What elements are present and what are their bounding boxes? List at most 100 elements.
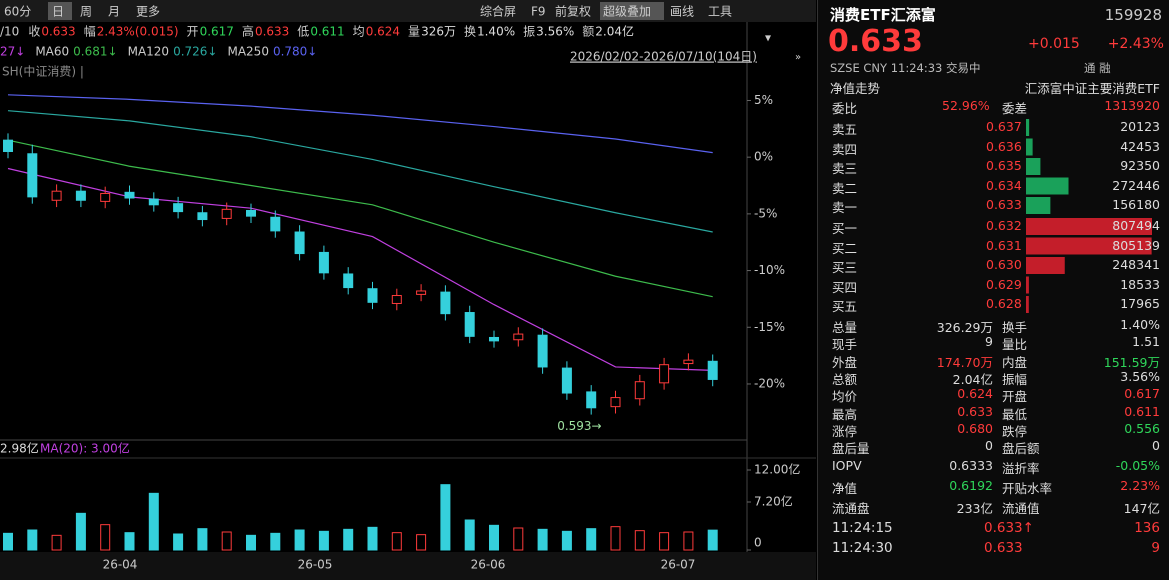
stat-value: 0.6333: [949, 458, 993, 473]
book-price: 0.635: [986, 158, 1022, 173]
y-tick-label: -20%: [754, 376, 785, 390]
y-tick-label: 0%: [754, 150, 773, 164]
tool-button[interactable]: 工具: [708, 5, 732, 19]
stat-label: 总量: [832, 320, 858, 335]
ma-line: [7, 167, 713, 371]
book-price: 0.636: [986, 138, 1022, 154]
volume-bar: [391, 532, 402, 551]
stat-value: 1.40%: [1120, 317, 1160, 332]
volume-bar: [610, 526, 621, 551]
stat-label: 盘后量: [832, 441, 870, 457]
candle-body: [586, 391, 597, 409]
candle-body: [440, 291, 451, 315]
stat-label: 最低: [1002, 406, 1028, 422]
stat-value: 0: [985, 438, 993, 454]
diff-label: 委差: [1002, 101, 1028, 116]
volume-bar: [634, 530, 645, 551]
stat-label: 跌停: [1002, 423, 1028, 439]
period-tab[interactable]: 月: [108, 5, 120, 19]
stat-label: 外盘: [832, 354, 858, 370]
tool-button[interactable]: 前复权: [555, 4, 591, 19]
volume-bar: [270, 532, 281, 551]
x-tick-label: 26-04: [103, 558, 138, 572]
stat-label: 现手: [832, 337, 858, 353]
book-bar: [1026, 138, 1033, 156]
book-price: 0.629: [986, 276, 1022, 292]
volume-bar: [3, 532, 13, 551]
candle-body: [683, 359, 694, 365]
candle-body: [513, 333, 524, 341]
date-range[interactable]: 2026/02/02-2026/07/10(104日): [570, 50, 757, 64]
book-price: 0.637: [986, 119, 1022, 134]
book-price: 0.628: [986, 296, 1022, 311]
book-volume: 92350: [1120, 158, 1160, 173]
tool-active: [600, 2, 664, 20]
volume-legend: MA(20): 3.00亿: [40, 441, 130, 456]
book-label: 卖一: [832, 200, 858, 215]
quote-label: 开: [187, 25, 199, 39]
quote-value: 326万: [421, 25, 456, 39]
period-tab[interactable]: 日: [52, 5, 64, 19]
candle-body: [246, 209, 256, 217]
period-tab[interactable]: 60分: [4, 5, 31, 19]
candle-body: [75, 190, 86, 201]
icon: »: [795, 52, 801, 63]
period-tab[interactable]: 周: [80, 5, 92, 19]
quote-label: 收: [28, 25, 40, 39]
y-tick-label: 7.20亿: [754, 494, 793, 509]
quote-panel: 消费ETF汇添富 159928 0.633 +0.015 +2.43% SZSE CNY …: [817, 0, 1169, 580]
tool-button[interactable]: 画线: [670, 5, 694, 19]
volume-bar: [367, 526, 378, 551]
last-price: 0.633: [828, 24, 923, 59]
candle-body: [659, 364, 670, 384]
period-tab[interactable]: 更多: [136, 5, 160, 19]
volume-bar: [51, 534, 62, 551]
volume-bar: [707, 529, 718, 551]
book-volume: 807494: [1112, 218, 1160, 233]
stat-label: 总额: [832, 371, 858, 387]
book-price: 0.630: [986, 257, 1022, 272]
tool-button[interactable]: F9: [531, 5, 546, 19]
book-price: 0.634: [986, 177, 1022, 193]
tool-button[interactable]: 超级叠加: [603, 4, 651, 19]
candle-body: [294, 231, 305, 255]
legend-value: 27↓: [0, 45, 25, 59]
volume-bar: [343, 528, 354, 551]
candle-body: [464, 312, 475, 337]
volume-bar: [489, 524, 499, 551]
book-bars: [1026, 119, 1152, 313]
book-label: 卖三: [832, 161, 858, 176]
volume-bar: [513, 527, 524, 551]
nav-link[interactable]: 净值走势: [830, 81, 881, 96]
book-bar: [1026, 296, 1029, 313]
volume-bar: [464, 519, 475, 551]
book-bar: [1026, 237, 1152, 255]
candle-body: [148, 198, 159, 206]
y-tick-label: -10%: [754, 263, 785, 277]
quote-value: 2.43%(0.015): [97, 25, 179, 39]
book-bar: [1026, 197, 1051, 214]
volume-bar: [100, 524, 111, 551]
market-meta: SZSE CNY 11:24:33 交易中: [830, 61, 981, 75]
stat-value: 9: [985, 334, 993, 350]
index-label: SH(中证消费) |: [2, 64, 84, 79]
book-bar: [1026, 119, 1030, 136]
quote-value: 2.04亿: [595, 24, 634, 39]
candle-body: [707, 360, 718, 380]
stat-value: 233亿: [956, 501, 993, 516]
low-annotation: 0.593→: [557, 419, 601, 433]
volume-bar: [148, 492, 159, 551]
stat-label: 振幅: [1002, 371, 1028, 387]
book-price: 0.632: [986, 218, 1022, 233]
quote-label: 高: [242, 24, 254, 39]
book-price: 0.631: [986, 237, 1022, 253]
candle-body: [391, 295, 402, 304]
book-label: 卖四: [832, 141, 858, 157]
tool-button[interactable]: 综合屏: [480, 4, 516, 19]
quote-value: 0.624: [366, 25, 400, 39]
quote-value: 0.633: [255, 25, 289, 39]
book-volume: 42453: [1120, 138, 1160, 154]
book-price: 0.633: [986, 197, 1022, 212]
volume-bar: [221, 531, 232, 551]
volume-bar: [27, 529, 38, 551]
